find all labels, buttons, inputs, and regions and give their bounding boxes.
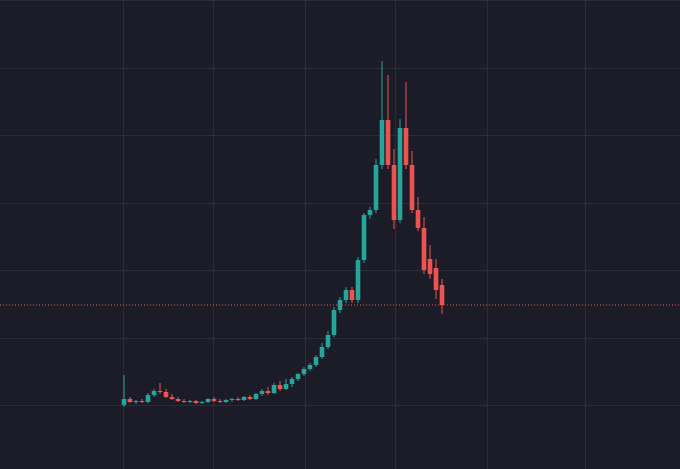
candle-body: [133, 401, 139, 402]
candle-body: [241, 397, 247, 400]
candle-body: [301, 369, 307, 374]
candle-body: [271, 385, 277, 393]
candle-body: [181, 401, 187, 402]
candle-body: [169, 397, 175, 399]
candle-body: [433, 268, 439, 290]
candle-body: [211, 399, 217, 401]
candle-body: [127, 399, 133, 402]
candle-body: [223, 400, 229, 402]
candle-body: [139, 401, 145, 402]
candle-body: [205, 399, 211, 402]
candle-body: [247, 397, 253, 399]
candle-body: [367, 210, 373, 215]
candle-body: [193, 401, 199, 403]
candle-body: [163, 392, 169, 397]
candle-body: [229, 399, 235, 400]
candle-body: [289, 379, 295, 384]
candle-body: [373, 165, 379, 210]
candle-body: [403, 128, 409, 165]
candle-body: [253, 394, 259, 399]
candle-body: [175, 399, 181, 401]
candle-body: [361, 215, 367, 260]
candle-body: [415, 210, 421, 228]
candle-body: [319, 347, 325, 357]
candle-body: [379, 120, 385, 165]
candle-body: [385, 120, 391, 165]
candle-body: [331, 310, 337, 335]
candle-body: [355, 260, 361, 300]
candle-body: [307, 365, 313, 369]
candle-body: [265, 391, 271, 393]
candle-body: [277, 385, 283, 389]
candle-body: [235, 399, 241, 400]
candle-body: [121, 399, 127, 405]
candle-body: [421, 228, 427, 270]
candle-body: [157, 391, 163, 392]
candle-body: [295, 374, 301, 379]
candle-body: [427, 259, 433, 274]
candle-body: [349, 290, 355, 300]
candle-body: [313, 357, 319, 365]
candle-body: [343, 290, 349, 300]
candle-body: [259, 391, 265, 394]
candle-body: [217, 401, 223, 402]
candle-body: [145, 395, 151, 402]
candle-body: [283, 384, 289, 389]
candle-body: [409, 165, 415, 210]
candle-body: [325, 335, 331, 347]
candle-body: [199, 402, 205, 403]
candle-body: [439, 285, 445, 305]
candle-body: [151, 391, 157, 395]
candle-body: [391, 165, 397, 220]
candle-body: [187, 401, 193, 402]
candle-body: [397, 128, 403, 220]
